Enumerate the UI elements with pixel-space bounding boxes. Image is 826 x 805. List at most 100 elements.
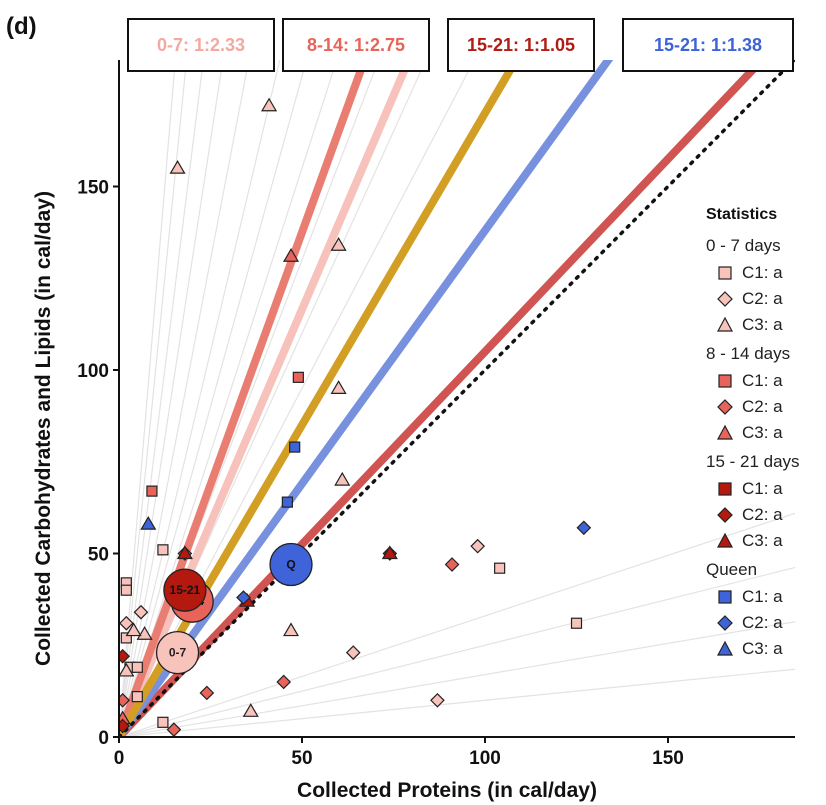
legend-item-label: C1: a <box>742 479 783 498</box>
data-point-triangle <box>169 159 186 174</box>
legend-item-label: C1: a <box>742 587 783 606</box>
data-point-diamond <box>119 648 131 664</box>
legend-item: C2: a <box>706 610 824 636</box>
background-ray <box>119 566 795 737</box>
legend-item: C3: a <box>706 420 824 446</box>
legend-title: Statistics <box>706 206 778 223</box>
panel-label: (d) <box>6 13 37 40</box>
data-point-square <box>292 371 304 383</box>
data-point-triangle <box>330 237 347 251</box>
data-point-diamond <box>119 718 131 734</box>
legend-item: C3: a <box>706 636 824 662</box>
data-point-triangle <box>140 515 157 530</box>
legend-group: Queen C1: a C2: a C3: a <box>706 560 824 662</box>
data-point-diamond <box>470 538 486 554</box>
legend-triangle-icon <box>716 424 734 440</box>
legend-diamond-icon <box>717 399 733 415</box>
legend-diamond-icon <box>717 507 733 523</box>
legend-groups: 0 - 7 days C1: a C2: a C3: a 8 - 14 days C1: … <box>706 236 824 662</box>
legend-square-icon <box>718 590 732 604</box>
background-ray <box>119 60 427 737</box>
data-point-diamond <box>430 692 445 708</box>
data-point-square <box>289 441 301 453</box>
data-point-triangle <box>334 471 351 486</box>
legend-item-label: C3: a <box>742 531 783 550</box>
data-point-square <box>157 544 169 556</box>
data-point-diamond <box>444 557 460 572</box>
data-point-triangle <box>125 622 142 637</box>
data-point-square <box>281 496 293 508</box>
data-point-triangle <box>282 622 300 637</box>
ratio-line <box>119 60 768 737</box>
data-point-triangle <box>119 662 135 677</box>
legend-item: C3: a <box>706 528 824 554</box>
x-tick-label: 0 <box>114 748 125 769</box>
data-point-square <box>494 562 506 574</box>
legend-item-label: C3: a <box>742 315 783 334</box>
legend-item: C2: a <box>706 394 824 420</box>
background-ray <box>119 668 795 737</box>
data-point-diamond <box>236 590 251 605</box>
legend-item-label: C2: a <box>742 289 783 308</box>
legend-group-label: Queen <box>706 560 758 579</box>
legend-group-label: 0 - 7 days <box>706 236 781 255</box>
legend-square-icon <box>718 266 732 280</box>
data-point-diamond <box>276 674 292 690</box>
data-point-diamond <box>576 520 592 536</box>
background-ray <box>119 60 380 737</box>
y-tick-label: 0 <box>98 728 109 749</box>
y-axis-title: Collected Carbohydrates and Lipids (in c… <box>32 191 55 666</box>
legend-square-icon <box>718 374 732 388</box>
data-point-diamond <box>345 645 361 660</box>
data-point-diamond <box>119 615 134 631</box>
legend-diamond-icon <box>717 291 733 307</box>
x-tick-label: 150 <box>652 748 684 769</box>
legend-item: C2: a <box>706 286 824 312</box>
mean-label: Q <box>286 558 295 572</box>
ratio-label-0: 0-7: 1:2.33 <box>156 34 246 55</box>
data-point-triangle <box>381 545 398 560</box>
legend-item-label: C3: a <box>742 639 783 658</box>
data-point-square <box>120 632 132 644</box>
data-point-triangle <box>136 626 153 640</box>
legend-item: C1: a <box>706 368 824 394</box>
ratio-line <box>119 60 614 737</box>
background-ray <box>119 512 795 737</box>
legend-item-label: C2: a <box>742 505 783 524</box>
data-point-triangle <box>176 545 193 560</box>
data-point-square <box>131 691 143 703</box>
background-ray <box>119 621 795 737</box>
x-tick-label: 100 <box>469 748 501 769</box>
ratio-box-2: 15-21: 1:1.05 <box>447 18 595 72</box>
ratio-label-1: 8-14: 1:2.75 <box>306 34 406 55</box>
data-point-diamond <box>133 604 149 620</box>
legend-item-label: C3: a <box>742 423 783 442</box>
data-point-square <box>146 485 158 497</box>
ratio-box-3: 15-21: 1:1.38 <box>622 18 794 72</box>
legend-triangle-icon <box>716 640 734 656</box>
ratio-label-2: 15-21: 1:1.05 <box>466 34 576 55</box>
legend-item: C1: a <box>706 260 824 286</box>
legend-triangle-icon <box>716 532 734 548</box>
data-point-triangle <box>261 97 278 112</box>
data-point-square <box>570 617 583 629</box>
ratio-box-0: 0-7: 1:2.33 <box>127 18 275 72</box>
mean-circle <box>163 568 207 612</box>
legend-item-label: C2: a <box>742 613 783 632</box>
y-tick-label: 100 <box>77 361 109 382</box>
data-point-triangle <box>330 380 347 394</box>
data-point-square <box>131 661 143 673</box>
legend-group: 8 - 14 days C1: a C2: a C3: a <box>706 344 824 446</box>
plot-area: 0-78-1415-21Q <box>119 60 795 737</box>
background-ray <box>119 60 476 737</box>
y-tick-label: 150 <box>77 178 109 199</box>
identity-line <box>119 60 795 737</box>
legend-group-label: 15 - 21 days <box>706 452 800 471</box>
ratio-line <box>119 60 521 737</box>
legend-group-label: 8 - 14 days <box>706 344 791 363</box>
mean-circle <box>155 630 200 675</box>
mean-circle <box>269 542 313 587</box>
x-tick-label: 50 <box>291 748 312 769</box>
